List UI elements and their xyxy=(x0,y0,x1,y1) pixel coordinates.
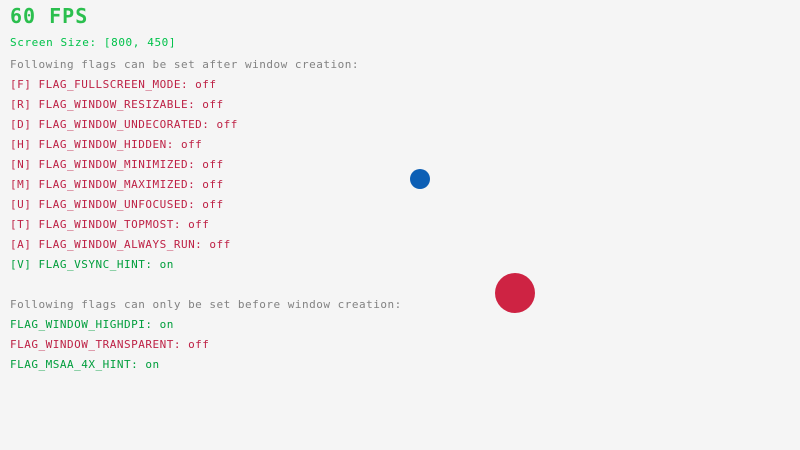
flag-row-flag-window-highdpi[interactable]: FLAG_WINDOW_HIGHDPI: on xyxy=(10,318,174,331)
flag-row-flag-window-unfocused[interactable]: [U] FLAG_WINDOW_UNFOCUSED: off xyxy=(10,198,224,211)
red-circle xyxy=(495,273,535,313)
flag-row-flag-window-maximized[interactable]: [M] FLAG_WINDOW_MAXIMIZED: off xyxy=(10,178,224,191)
flag-row-flag-window-minimized[interactable]: [N] FLAG_WINDOW_MINIMIZED: off xyxy=(10,158,224,171)
flag-row-flag-window-hidden[interactable]: [H] FLAG_WINDOW_HIDDEN: off xyxy=(10,138,203,151)
flag-row-flag-vsync-hint[interactable]: [V] FLAG_VSYNC_HINT: on xyxy=(10,258,174,271)
flag-row-flag-window-resizable[interactable]: [R] FLAG_WINDOW_RESIZABLE: off xyxy=(10,98,224,111)
flag-row-flag-window-transparent[interactable]: FLAG_WINDOW_TRANSPARENT: off xyxy=(10,338,210,351)
blue-circle xyxy=(410,169,430,189)
flag-row-flag-window-undecorated[interactable]: [D] FLAG_WINDOW_UNDECORATED: off xyxy=(10,118,238,131)
section-header-after-creation: Following flags can be set after window … xyxy=(10,58,360,71)
flag-row-flag-window-always-run[interactable]: [A] FLAG_WINDOW_ALWAYS_RUN: off xyxy=(10,238,231,251)
flag-row-flag-msaa-4x-hint[interactable]: FLAG_MSAA_4X_HINT: on xyxy=(10,358,160,371)
flag-row-flag-fullscreen-mode[interactable]: [F] FLAG_FULLSCREEN_MODE: off xyxy=(10,78,217,91)
flag-row-flag-window-topmost[interactable]: [T] FLAG_WINDOW_TOPMOST: off xyxy=(10,218,210,231)
section-header-before-creation: Following flags can only be set before w… xyxy=(10,298,402,311)
screen-size-label: Screen Size: [800, 450] xyxy=(10,36,177,49)
fps-counter: 60 FPS xyxy=(10,4,89,28)
